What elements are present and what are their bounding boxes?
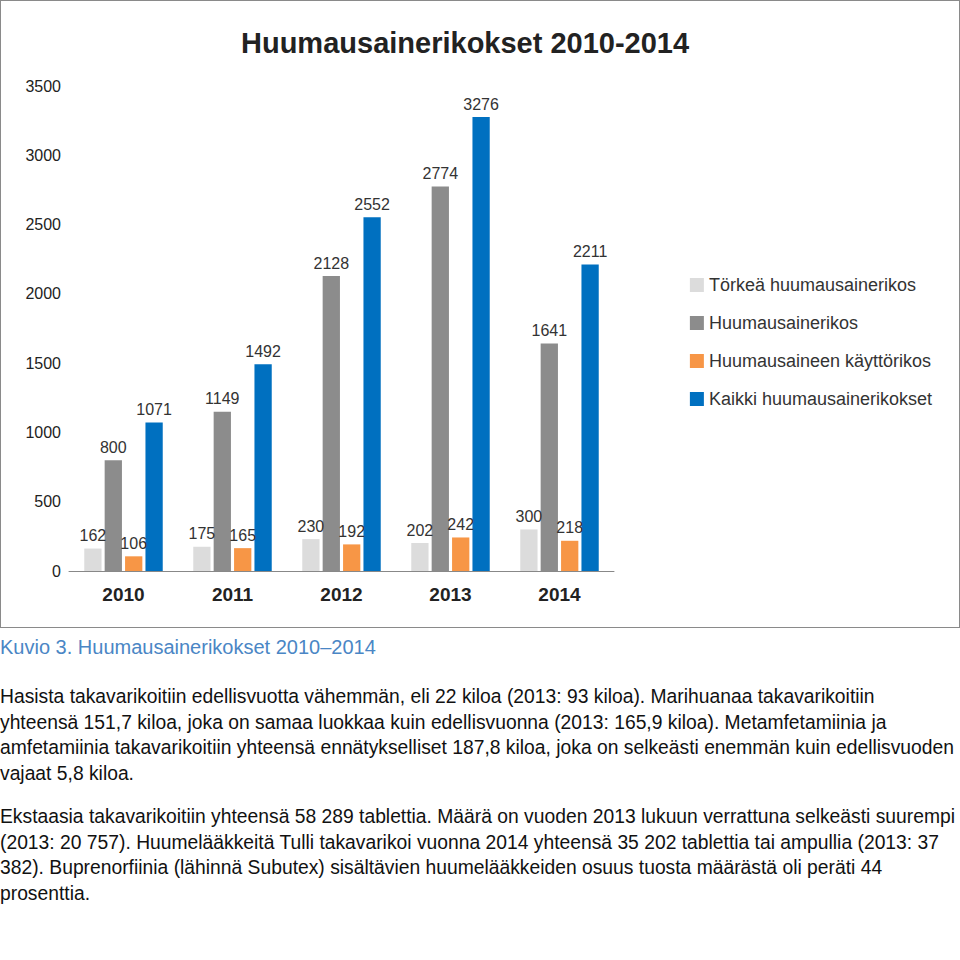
svg-text:2013: 2013 (429, 584, 471, 605)
svg-text:1500: 1500 (25, 355, 61, 372)
html-text:Hasista takavarikoitiin edelli: Hasista takavarikoitiin edellisvuotta vä… (0, 686, 954, 784)
svg-text:2774: 2774 (423, 165, 459, 182)
svg-text:3500: 3500 (25, 78, 61, 95)
svg-text:2128: 2128 (314, 255, 350, 272)
svg-text:1000: 1000 (25, 424, 61, 441)
svg-text:2014: 2014 (538, 584, 581, 605)
svg-text:2010: 2010 (102, 584, 144, 605)
html-text:Ekstaasia takavarikoitiin yhte: Ekstaasia takavarikoitiin yhteensä 58 28… (0, 806, 955, 904)
svg-text:500: 500 (34, 493, 61, 510)
svg-text:2500: 2500 (25, 216, 61, 233)
svg-text:1641: 1641 (532, 322, 568, 339)
svg-text:175: 175 (189, 525, 216, 542)
svg-text:162: 162 (80, 527, 107, 544)
svg-text:Kaikki huumausainerikokset: Kaikki huumausainerikokset (709, 389, 932, 409)
svg-text:1492: 1492 (245, 343, 281, 360)
svg-text:800: 800 (100, 439, 127, 456)
svg-text:Huumausainerikokset 2010-2014: Huumausainerikokset 2010-2014 (241, 27, 689, 59)
svg-text:230: 230 (298, 518, 325, 535)
svg-text:242: 242 (447, 516, 474, 533)
svg-text:3000: 3000 (25, 147, 61, 164)
svg-text:106: 106 (120, 535, 147, 552)
svg-text:2000: 2000 (25, 285, 61, 302)
svg-text:300: 300 (516, 508, 543, 525)
svg-text:1071: 1071 (136, 401, 172, 418)
svg-text:0: 0 (52, 563, 61, 580)
svg-text:3276: 3276 (463, 96, 499, 113)
svg-text:165: 165 (229, 527, 256, 544)
svg-text:2211: 2211 (573, 243, 608, 260)
svg-text:2552: 2552 (354, 196, 390, 213)
svg-text:2011: 2011 (212, 584, 254, 605)
html-text:Kuvio 3. Huumausainerikokset 2: Kuvio 3. Huumausainerikokset 2010–2014 (0, 636, 376, 658)
svg-text:Törkeä huumausainerikos: Törkeä huumausainerikos (709, 275, 916, 295)
svg-text:202: 202 (407, 522, 434, 539)
svg-text:2012: 2012 (320, 584, 362, 605)
svg-text:218: 218 (556, 519, 583, 536)
svg-text:Huumausainerikos: Huumausainerikos (709, 313, 858, 333)
svg-text:192: 192 (338, 523, 365, 540)
svg-text:Huumausaineen käyttörikos: Huumausaineen käyttörikos (709, 351, 931, 371)
svg-text:1149: 1149 (205, 390, 240, 407)
